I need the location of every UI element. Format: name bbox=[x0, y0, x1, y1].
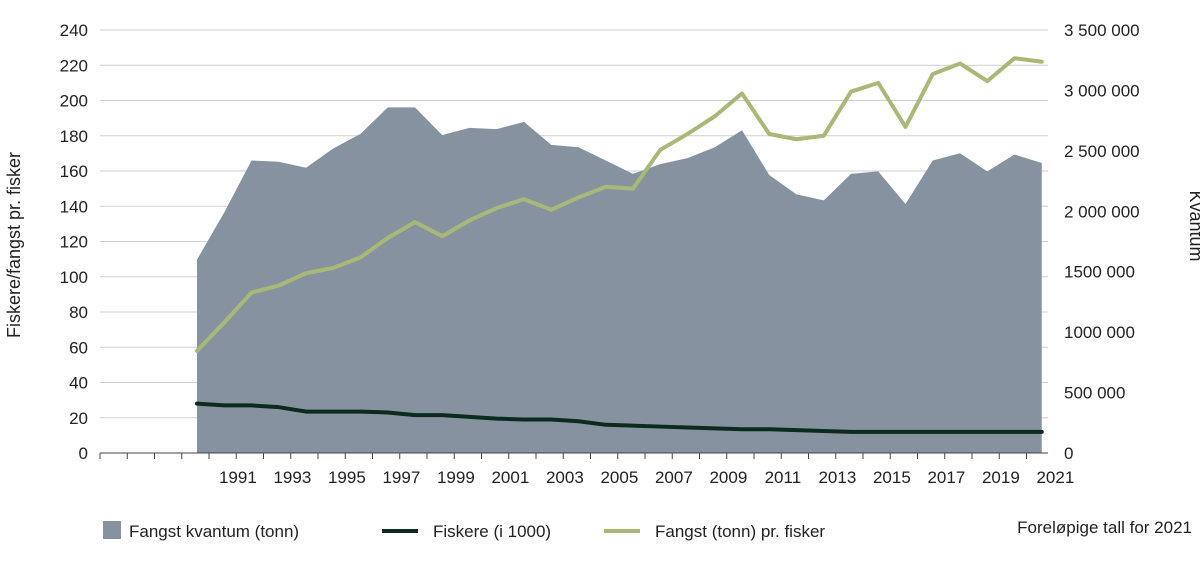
x-tick-label: 1993 bbox=[273, 468, 311, 487]
x-tick-label: 2011 bbox=[765, 468, 802, 487]
line-fiskere bbox=[195, 401, 1044, 434]
y-right-tick-label: 1000 000 bbox=[1064, 323, 1135, 342]
x-tick-label: 2021 bbox=[1036, 468, 1074, 487]
x-tick-label: 1995 bbox=[328, 468, 366, 487]
y-left-tick-label: 60 bbox=[69, 338, 88, 357]
y-left-tick-label: 0 bbox=[79, 444, 88, 463]
line-series-layer bbox=[195, 56, 1044, 434]
y-right-tick-label: 3 500 000 bbox=[1064, 21, 1140, 40]
y-left-tick-label: 100 bbox=[60, 268, 88, 287]
y-left-axis-label: Fiskere/fangst pr. fisker bbox=[4, 152, 24, 338]
y-left-tick-label: 20 bbox=[69, 409, 88, 428]
x-tick-label: 1999 bbox=[437, 468, 475, 487]
line-fangst-pr-fisker bbox=[195, 56, 1044, 353]
legend-label-fiskere: Fiskere (i 1000) bbox=[433, 522, 551, 541]
x-tick-label: 2009 bbox=[709, 468, 747, 487]
y-right-tick-labels: 0 500 000 1000 000 1500 000 2 000 000 2 500 0… bbox=[1064, 21, 1140, 463]
footnote-preliminary: Foreløpige tall for 2021 bbox=[1017, 518, 1192, 537]
axes-layer bbox=[99, 452, 1048, 459]
y-right-tick-label: 0 bbox=[1064, 444, 1073, 463]
y-right-tick-label: 1500 000 bbox=[1064, 263, 1135, 282]
y-left-tick-label: 240 bbox=[60, 21, 88, 40]
y-right-axis-label: Kvantum bbox=[1186, 190, 1200, 261]
legend: Fangst kvantum (tonn) Fiskere (i 1000) Fan… bbox=[103, 521, 825, 541]
x-tick-label: 2001 bbox=[491, 468, 529, 487]
y-left-tick-labels: 0 20 40 60 80 100 120 140 160 180 200 220 240 bbox=[60, 21, 88, 463]
legend-label-fangst-kvantum: Fangst kvantum (tonn) bbox=[129, 522, 299, 541]
x-tick-labels: 1991 1993 1995 1997 1999 2001 2003 2005 2007 2009… bbox=[219, 468, 1074, 487]
y-left-tick-label: 220 bbox=[60, 56, 88, 75]
y-left-tick-label: 160 bbox=[60, 162, 88, 181]
x-tick-label: 2019 bbox=[982, 468, 1020, 487]
x-tick-label: 2017 bbox=[927, 468, 965, 487]
y-left-tick-label: 140 bbox=[60, 197, 88, 216]
area-series-layer bbox=[197, 107, 1042, 453]
x-tick-label: 2003 bbox=[546, 468, 584, 487]
y-left-tick-label: 40 bbox=[69, 374, 88, 393]
y-right-tick-label: 3 000 000 bbox=[1064, 81, 1140, 100]
y-left-tick-label: 200 bbox=[60, 92, 88, 111]
y-right-tick-label: 2 000 000 bbox=[1064, 202, 1140, 221]
x-tick-label: 2005 bbox=[600, 468, 638, 487]
x-tick-label: 1991 bbox=[219, 468, 257, 487]
y-left-tick-label: 80 bbox=[69, 303, 88, 322]
y-right-tick-label: 500 000 bbox=[1064, 384, 1125, 403]
x-tick-label: 2015 bbox=[873, 468, 911, 487]
area-fangst-kvantum bbox=[197, 107, 1042, 453]
x-tick-label: 1997 bbox=[382, 468, 420, 487]
legend-swatch-area bbox=[103, 521, 121, 539]
y-left-tick-label: 120 bbox=[60, 233, 88, 252]
x-tick-label: 2007 bbox=[655, 468, 693, 487]
x-tick-label: 2013 bbox=[818, 468, 856, 487]
legend-label-fangst-pr-fisker: Fangst (tonn) pr. fisker bbox=[655, 522, 825, 541]
y-right-tick-label: 2 500 000 bbox=[1064, 142, 1140, 161]
y-left-tick-label: 180 bbox=[60, 127, 88, 146]
